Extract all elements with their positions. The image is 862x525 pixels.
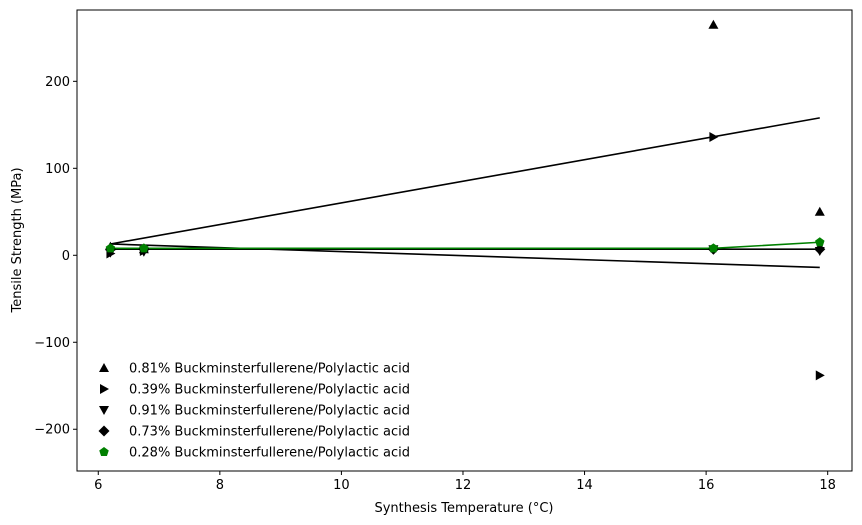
- x-tick-label: 6: [94, 478, 102, 493]
- x-tick-label: 14: [576, 478, 593, 493]
- series-5-point: [708, 243, 719, 253]
- x-tick-label: 12: [455, 478, 472, 493]
- x-tick-label: 16: [698, 478, 715, 493]
- legend: 0.81% Buckminsterfullerene/Polylactic ac…: [98, 362, 410, 461]
- legend-label: 0.91% Buckminsterfullerene/Polylactic ac…: [129, 404, 410, 419]
- legend-label: 0.81% Buckminsterfullerene/Polylactic ac…: [129, 362, 410, 377]
- legend-label: 0.39% Buckminsterfullerene/Polylactic ac…: [129, 383, 410, 398]
- series-4-point: [814, 243, 826, 255]
- plot-frame: [76, 9, 853, 472]
- y-tick-label: 200: [45, 75, 70, 90]
- y-tick-label: −100: [34, 336, 70, 351]
- y-tick-label: −200: [34, 423, 70, 438]
- series-markers: [104, 19, 826, 381]
- series-2-point: [709, 131, 719, 142]
- legend-marker: [98, 425, 110, 437]
- series-5-point: [139, 243, 149, 253]
- x-tick-label: 18: [819, 478, 836, 493]
- x-axis-label: Synthesis Temperature (°C): [374, 501, 553, 516]
- y-tick-label: 0: [62, 249, 70, 264]
- series-lines: [110, 117, 820, 269]
- legend-label: 0.73% Buckminsterfullerene/Polylactic ac…: [129, 425, 410, 440]
- series-1-point: [814, 206, 825, 216]
- series-2-point: [815, 370, 825, 381]
- y-axis-label: Tensile Strength (MPa): [10, 167, 25, 313]
- series-5-point: [105, 243, 116, 253]
- y-tick-label: 100: [45, 162, 70, 177]
- series-1-point: [708, 19, 719, 29]
- legend-label: 0.28% Buckminsterfullerene/Polylactic ac…: [129, 446, 410, 461]
- legend-marker: [99, 406, 109, 415]
- legend-marker: [99, 447, 109, 457]
- x-axis: 6 8 10 12 14 16 18: [94, 471, 836, 493]
- x-tick-label: 10: [333, 478, 350, 493]
- x-tick-label: 8: [216, 478, 224, 493]
- series-5-point: [815, 237, 825, 247]
- series-2-line: [110, 117, 820, 245]
- series-5-line: [110, 241, 820, 250]
- legend-marker: [99, 363, 109, 372]
- y-axis: −200 −100 0 100 200: [34, 75, 77, 438]
- legend-marker: [100, 384, 109, 394]
